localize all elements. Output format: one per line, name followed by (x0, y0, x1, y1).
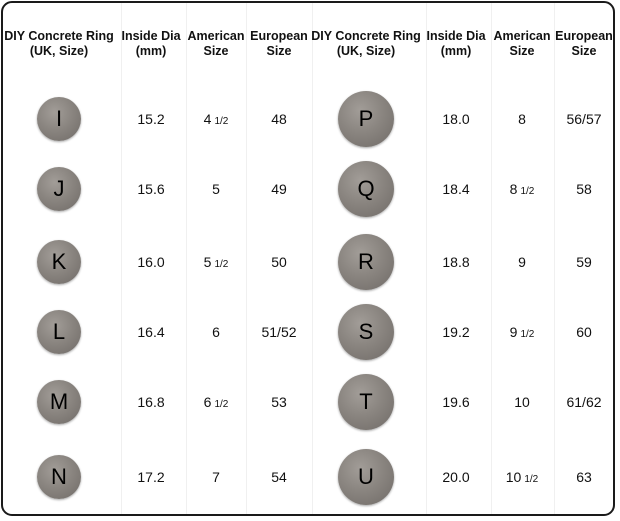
american-size: 10 1/2 (506, 469, 538, 485)
american-size-whole: 9 (518, 254, 526, 270)
european-size: 58 (576, 181, 592, 197)
european-size: 54 (271, 469, 287, 485)
american-size-fraction: 1/2 (524, 474, 539, 485)
ring-size-badge: K (37, 240, 81, 284)
column-header: European Size (250, 29, 308, 58)
american-size-whole: 4 (203, 111, 212, 127)
american-size: 8 (518, 111, 526, 127)
inside-diameter: 17.2 (137, 469, 165, 485)
american-size-whole: 6 (203, 394, 212, 410)
column-divider (186, 3, 187, 514)
column-header: European Size (555, 29, 613, 58)
european-size: 59 (576, 254, 592, 270)
american-size: 10 (514, 394, 530, 410)
european-size: 51/52 (261, 324, 297, 340)
inside-diameter: 20.0 (442, 469, 470, 485)
column-header: Inside Dia (mm) (121, 29, 181, 58)
american-size: 7 (212, 469, 220, 485)
european-size: 49 (271, 181, 287, 197)
ring-size-badge: Q (338, 161, 394, 217)
ring-size-badge: J (37, 167, 81, 211)
ring-size-badge: U (338, 449, 394, 505)
column-header: Inside Dia (mm) (426, 29, 486, 58)
column-divider (121, 3, 122, 514)
ring-size-badge: M (37, 380, 81, 424)
american-size-whole: 8 (509, 181, 518, 197)
american-size-fraction: 1/2 (214, 259, 229, 270)
american-size-whole: 9 (509, 324, 518, 340)
american-size-fraction: 1/2 (214, 116, 229, 127)
european-size: 48 (271, 111, 287, 127)
inside-diameter: 18.8 (442, 254, 470, 270)
inside-diameter: 16.0 (137, 254, 165, 270)
american-size-whole: 5 (212, 181, 220, 197)
column-header: DIY Concrete Ring (UK, Size) (311, 29, 421, 58)
european-size: 53 (271, 394, 287, 410)
american-size-fraction: 1/2 (520, 329, 535, 340)
inside-diameter: 16.4 (137, 324, 165, 340)
column-header: American Size (493, 29, 551, 58)
ring-size-badge: L (37, 310, 81, 354)
american-size-whole: 10 (514, 394, 530, 410)
column-header: DIY Concrete Ring (UK, Size) (4, 29, 114, 58)
american-size-whole: 5 (203, 254, 212, 270)
inside-diameter: 15.6 (137, 181, 165, 197)
american-size: 6 1/2 (204, 394, 229, 410)
column-header: American Size (187, 29, 245, 58)
american-size-fraction: 1/2 (520, 186, 535, 197)
american-size: 9 (518, 254, 526, 270)
column-divider (491, 3, 492, 514)
american-size-whole: 10 (505, 469, 522, 485)
column-divider (554, 3, 555, 514)
european-size: 50 (271, 254, 287, 270)
column-divider (312, 3, 313, 514)
ring-size-badge: I (37, 97, 81, 141)
column-divider (426, 3, 427, 514)
american-size-whole: 6 (212, 324, 220, 340)
american-size: 8 1/2 (510, 181, 535, 197)
american-size-whole: 7 (212, 469, 220, 485)
column-divider (246, 3, 247, 514)
european-size: 60 (576, 324, 592, 340)
american-size: 9 1/2 (510, 324, 535, 340)
american-size: 4 1/2 (204, 111, 229, 127)
ring-size-badge: T (338, 374, 394, 430)
american-size: 5 (212, 181, 220, 197)
ring-size-badge: S (338, 304, 394, 360)
european-size: 63 (576, 469, 592, 485)
ring-size-badge: P (338, 91, 394, 147)
american-size-fraction: 1/2 (214, 399, 229, 410)
ring-size-chart: DIY Concrete Ring (UK, Size) Inside Dia (mm… (1, 1, 615, 516)
inside-diameter: 18.4 (442, 181, 470, 197)
european-size: 56/57 (566, 111, 602, 127)
european-size: 61/62 (566, 394, 602, 410)
ring-size-badge: N (37, 455, 81, 499)
inside-diameter: 19.6 (442, 394, 470, 410)
inside-diameter: 15.2 (137, 111, 165, 127)
american-size: 6 (212, 324, 220, 340)
american-size-whole: 8 (518, 111, 526, 127)
american-size: 5 1/2 (204, 254, 229, 270)
inside-diameter: 16.8 (137, 394, 165, 410)
inside-diameter: 18.0 (442, 111, 470, 127)
inside-diameter: 19.2 (442, 324, 470, 340)
ring-size-badge: R (338, 234, 394, 290)
